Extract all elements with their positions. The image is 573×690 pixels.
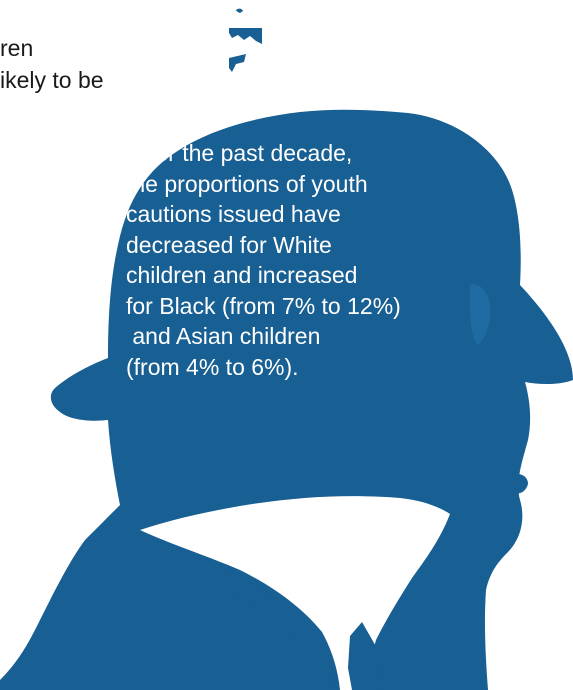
ear-shape <box>470 284 491 345</box>
chin-notch <box>512 474 528 494</box>
corner-text-line: ren <box>0 35 34 61</box>
corner-text: ren ikely to be <box>0 32 180 96</box>
pipe-smoke-mark-middle <box>229 28 262 44</box>
callout-line: Over the past decade, <box>126 140 353 166</box>
pipe-smoke-mark-top <box>236 8 243 13</box>
callout-text: Over the past decade, the proportions of… <box>126 138 526 382</box>
pipe-smoke-mark-lower <box>229 54 246 72</box>
callout-line: and Asian children <box>126 323 321 349</box>
callout-line: children and increased <box>126 262 358 288</box>
callout-line: the proportions of youth <box>126 170 368 197</box>
callout-line: for Black (from 7% to 12%) <box>126 292 401 319</box>
callout-line: (from 4% to 6%). <box>126 353 299 380</box>
corner-text-line: ikely to be <box>0 67 104 93</box>
tie-shape <box>348 622 380 690</box>
collar-inner-shadow <box>226 572 332 690</box>
callout-line: decreased for White <box>126 231 332 258</box>
callout-line: cautions issued have <box>126 201 341 227</box>
